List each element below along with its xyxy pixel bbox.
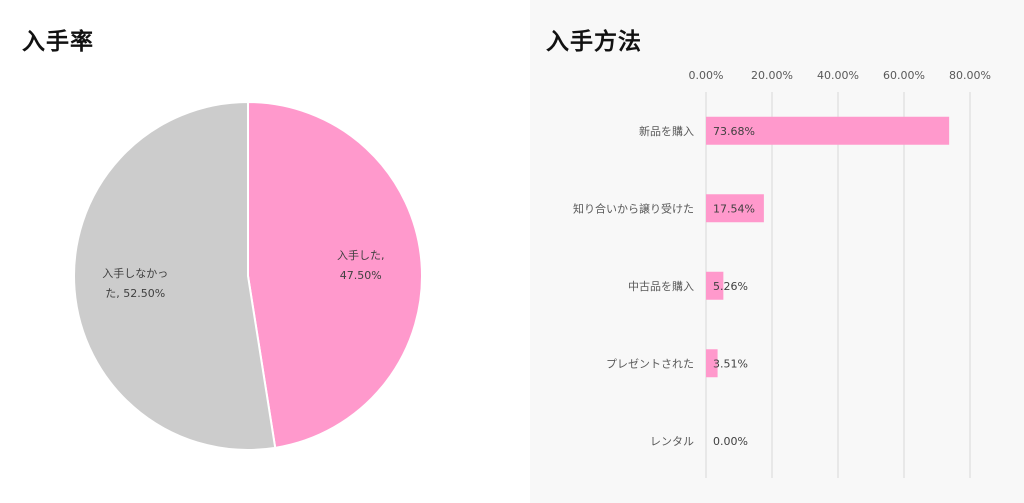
x-tick-label: 80.00% (949, 69, 991, 82)
category-label: プレゼントされた (606, 357, 694, 370)
pie-label-1: 入手しなかった, 52.50% (102, 266, 168, 300)
category-label: 中古品を購入 (628, 279, 694, 293)
category-label: レンタル (650, 435, 694, 448)
bar-data-label: 3.51% (713, 357, 748, 370)
x-tick-label: 60.00% (883, 69, 925, 82)
bar-data-label: 5.26% (713, 280, 748, 293)
bar-grid (705, 92, 971, 478)
pie-slice-1 (73, 100, 277, 451)
bar (706, 194, 764, 223)
bar (706, 349, 718, 378)
category-label: 知り合いから譲り受けた (573, 201, 694, 215)
category-label: 新品を購入 (639, 124, 694, 138)
x-tick-label: 20.00% (751, 69, 793, 82)
bar-data-label: 0.00% (713, 435, 748, 448)
pie-chart: 入手した, 47.50% 入手しなかった, 52.50% (73, 100, 423, 451)
x-tick-label: 0.00% (689, 69, 724, 82)
bar-chart-panel: 入手方法 0.00% 20.00% 40.00% 60.00% 80.00% 新品を購入 7… (530, 0, 1024, 503)
bar-data-label: 17.54% (713, 202, 755, 215)
bar-chart-title: 入手方法 (546, 29, 642, 55)
pie-slice-0 (247, 100, 423, 450)
pie-label-0: 入手した, 47.50% (337, 248, 385, 282)
bar (706, 116, 950, 145)
x-tick-label: 40.00% (817, 69, 859, 82)
pie-chart-panel: 入手率 入手した, 47.50% 入手しなかった, 52.50% (22, 29, 423, 451)
bar-data-label: 73.68% (713, 125, 755, 138)
bar-chart: 0.00% 20.00% 40.00% 60.00% 80.00% 新品を購入 73.68%… (573, 69, 991, 478)
bar (706, 271, 724, 300)
pie-chart-title: 入手率 (22, 29, 94, 55)
